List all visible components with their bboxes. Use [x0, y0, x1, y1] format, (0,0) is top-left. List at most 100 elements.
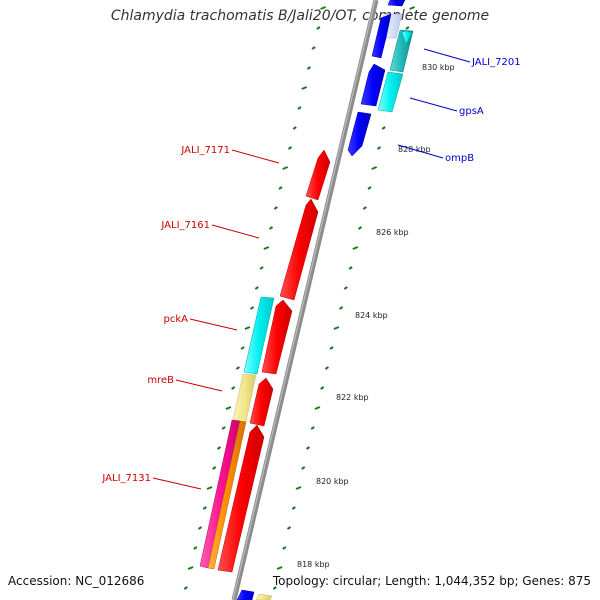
gc-skew-dot: [371, 166, 378, 170]
gc-skew-dot: [216, 446, 222, 450]
cds-orange: [207, 420, 247, 570]
label-leader-line: [423, 48, 471, 63]
gc-skew-dot: [352, 246, 359, 250]
cds-red: [249, 377, 274, 427]
gc-skew-dot: [240, 346, 245, 350]
gc-skew-dot: [212, 466, 217, 470]
gc-skew-dot: [268, 226, 274, 230]
kbp-label: 830 kbp: [422, 63, 455, 72]
gc-skew-dot: [202, 506, 207, 510]
gc-skew-dot: [235, 366, 240, 370]
kbp-label: 826 kbp: [376, 228, 409, 237]
gene-label-gpsa: gpsA: [459, 106, 484, 117]
gene-label-ompb: ompB: [445, 153, 474, 164]
gc-skew-dot: [311, 46, 316, 50]
gc-skew-dot: [367, 186, 372, 190]
label-leader-line: [152, 477, 202, 490]
gc-skew-dot: [329, 346, 334, 350]
gc-skew-dot: [263, 246, 270, 250]
gc-skew-dot: [221, 426, 226, 430]
gene-label-jali-7201: JALI_7201: [471, 57, 521, 68]
genome-summary-text: Topology: circular; Length: 1,044,352 bp…: [272, 574, 591, 588]
gene-label-jali-7171: JALI_7171: [180, 145, 230, 156]
gc-skew-dot: [272, 586, 277, 590]
gc-skew-dot: [320, 6, 326, 10]
gc-skew-dot: [316, 26, 321, 30]
genome-backbone: [231, 0, 379, 600]
cds-cyan: [377, 71, 404, 113]
gc-skew-dot: [295, 486, 302, 490]
forward-gene-labels: JALI_7201 gpsA ompB: [397, 48, 521, 164]
gc-skew-dot: [183, 586, 188, 590]
cds-red: [305, 149, 331, 201]
gc-skew-dot: [305, 446, 311, 450]
gc-skew-dot: [187, 566, 194, 570]
gc-skew-dot: [282, 546, 287, 550]
genome-backbone-highlight: [232, 0, 376, 600]
gc-skew-dot: [362, 206, 367, 210]
gc-skew-dot: [286, 526, 292, 530]
gc-skew-dot: [273, 206, 278, 210]
gc-skew-dot: [254, 286, 259, 290]
gc-skew-dot: [244, 326, 251, 330]
kbp-label: 818 kbp: [297, 560, 330, 569]
gc-skew-dot: [381, 126, 386, 130]
gc-skew-dot: [333, 326, 340, 330]
kbp-label: 824 kbp: [355, 311, 388, 320]
label-leader-line: [409, 97, 458, 112]
gc-skew-dot: [324, 366, 329, 370]
gc-skew-dot: [405, 26, 410, 30]
gc-skew-dot: [306, 66, 311, 70]
gc-skew-dot: [291, 506, 296, 510]
gc-skew-dot: [314, 406, 321, 410]
gc-skew-dot: [250, 306, 255, 310]
cds-blue: [371, 13, 392, 59]
gene-label-jali-7161: JALI_7161: [160, 220, 210, 231]
reverse-strand-features: [199, 149, 331, 573]
kbp-scale: 830 kbp 828 kbp 826 kbp 824 kbp 822 kbp …: [297, 63, 455, 569]
gc-skew-dot: [276, 566, 283, 570]
kbp-label: 822 kbp: [336, 393, 369, 402]
gc-skew-dot: [259, 266, 264, 270]
cds-blue: [347, 111, 372, 157]
gc-skew-dot: [301, 86, 308, 90]
cds-blue: [360, 63, 386, 107]
gc-skew-dot: [282, 166, 289, 170]
cds-red: [279, 198, 319, 301]
reverse-gene-labels: JALI_7171 JALI_7161 pckA mreB JALI_7131: [101, 145, 280, 490]
gc-skew-dot: [339, 306, 344, 310]
gc-skew-dot: [193, 546, 198, 550]
gc-skew-dot: [225, 406, 232, 410]
cds-blue: [387, 0, 406, 7]
accession-text: Accession: NC_012686: [8, 574, 145, 588]
gene-label-pcka: pckA: [164, 314, 189, 325]
cds-red: [217, 424, 265, 573]
gc-skew-dot: [297, 106, 302, 110]
gc-skew-dot: [231, 386, 236, 390]
kbp-label: 820 kbp: [316, 477, 349, 486]
label-leader-line: [397, 144, 444, 159]
gc-skew-dot: [376, 146, 382, 150]
gc-skew-dot: [197, 526, 203, 530]
forward-strand-features: [236, 0, 414, 600]
cds-khaki: [255, 593, 273, 600]
cds-cyan: [243, 296, 275, 375]
label-leader-line: [211, 224, 260, 239]
gc-skew-dot: [206, 486, 213, 490]
cds-red: [261, 299, 293, 375]
gc-skew-dot: [301, 466, 306, 470]
gene-label-jali-7131: JALI_7131: [101, 473, 151, 484]
gc-skew-dot: [292, 126, 297, 130]
gc-skew-dot: [287, 146, 293, 150]
gc-skew-dot: [310, 426, 315, 430]
gene-label-mreb: mreB: [147, 375, 174, 386]
gc-skew-dot: [348, 266, 353, 270]
label-leader-line: [175, 379, 223, 392]
gc-skew-dot: [343, 286, 348, 290]
gc-skew-dot: [409, 6, 415, 10]
cds-cyan: [401, 30, 413, 45]
gc-skew-dot: [278, 186, 283, 190]
gc-skew-track: [183, 6, 415, 590]
